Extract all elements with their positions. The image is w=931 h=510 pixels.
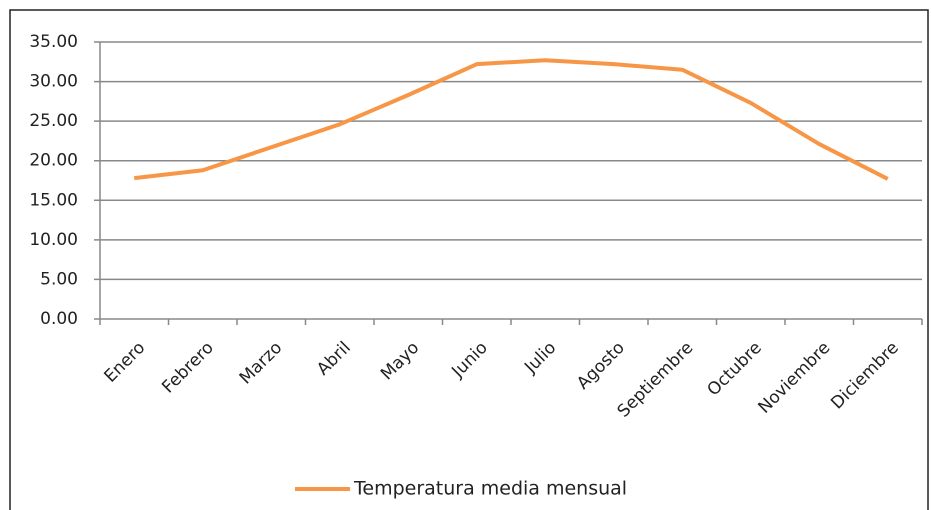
chart-frame <box>9 9 929 510</box>
y-tick-label: 10.00 <box>29 230 78 250</box>
y-tick-label: 20.00 <box>29 151 78 171</box>
line-series <box>134 58 889 181</box>
legend-label: Temperatura media mensual <box>353 478 627 500</box>
y-tick-label: 30.00 <box>29 72 78 92</box>
y-tick-label: 5.00 <box>40 269 78 289</box>
y-tick-label: 0.00 <box>40 309 78 329</box>
y-tick-label: 35.00 <box>29 32 78 52</box>
y-tick-label: 25.00 <box>29 111 78 131</box>
y-tick-label: 15.00 <box>29 190 78 210</box>
